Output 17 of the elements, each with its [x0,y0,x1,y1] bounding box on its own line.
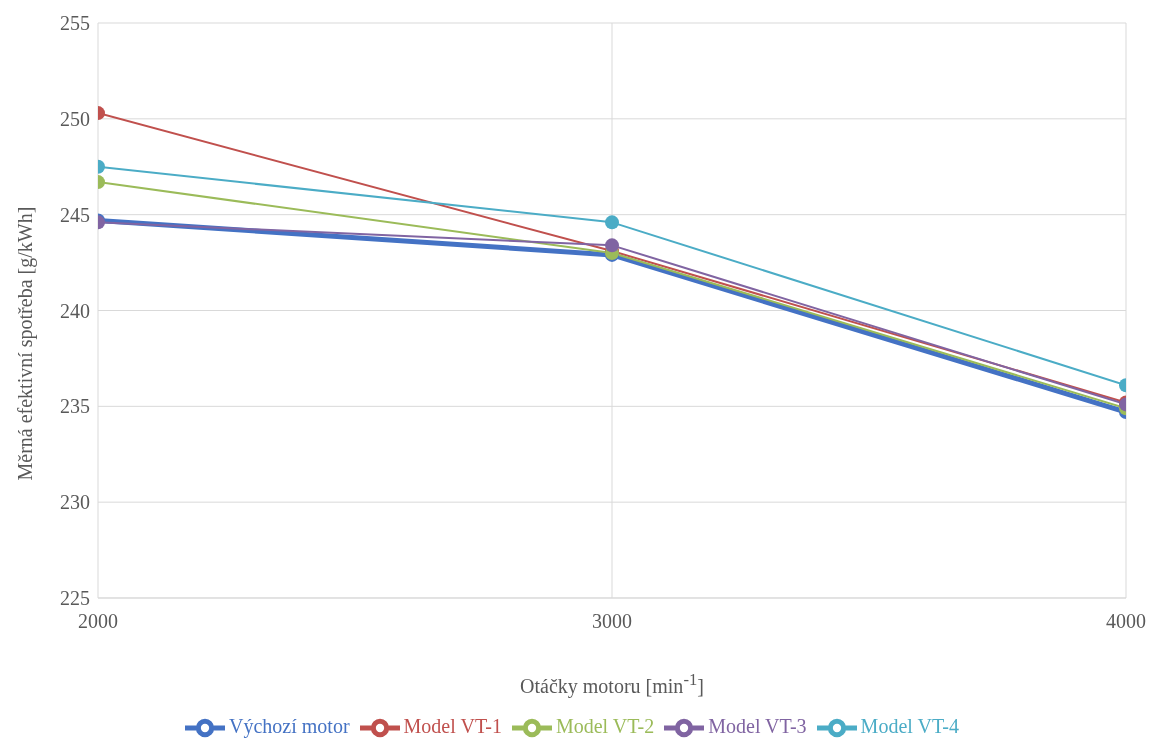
x-tick-label: 3000 [592,610,632,633]
x-tick-label: 2000 [78,610,118,633]
y-tick-label: 245 [60,203,90,226]
y-tick-label: 225 [60,587,90,610]
legend-label: Model VT-4 [860,714,959,737]
legend-label: Výchozí motor [229,714,350,737]
y-axis-title: Měrná efektivní spotřeba [g/kWh] [14,206,38,481]
y-tick-label: 250 [60,107,90,130]
legend-label: Model VT-1 [403,714,502,737]
x-tick-label: 4000 [1106,610,1146,633]
y-tick-label: 235 [60,395,90,418]
y-tick-label: 255 [60,12,90,35]
legend-label: Model VT-3 [708,714,807,737]
x-axis-title: Otáčky motoru [min$^{-1}$] [519,670,705,698]
y-tick-label: 230 [60,491,90,514]
legend-label: Model VT-2 [555,714,655,737]
y-tick-label: 240 [60,299,90,322]
